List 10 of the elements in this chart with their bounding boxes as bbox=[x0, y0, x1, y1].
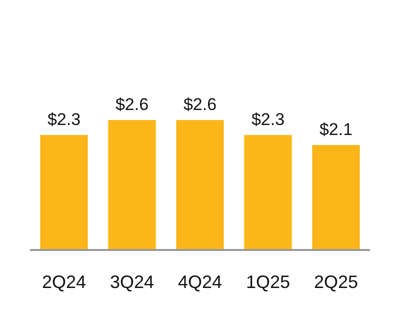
data-label: $2.3 bbox=[251, 110, 285, 129]
x-tick-label: 2Q25 bbox=[314, 272, 358, 292]
x-tick-label: 4Q24 bbox=[178, 272, 222, 292]
x-tick-label: 3Q24 bbox=[110, 272, 154, 292]
data-label: $2.3 bbox=[47, 110, 81, 129]
x-tick-label: 2Q24 bbox=[42, 272, 86, 292]
data-label: $2.6 bbox=[115, 95, 149, 114]
data-label: $2.1 bbox=[319, 120, 353, 139]
x-tick-label: 1Q25 bbox=[246, 272, 290, 292]
data-label: $2.6 bbox=[183, 95, 217, 114]
